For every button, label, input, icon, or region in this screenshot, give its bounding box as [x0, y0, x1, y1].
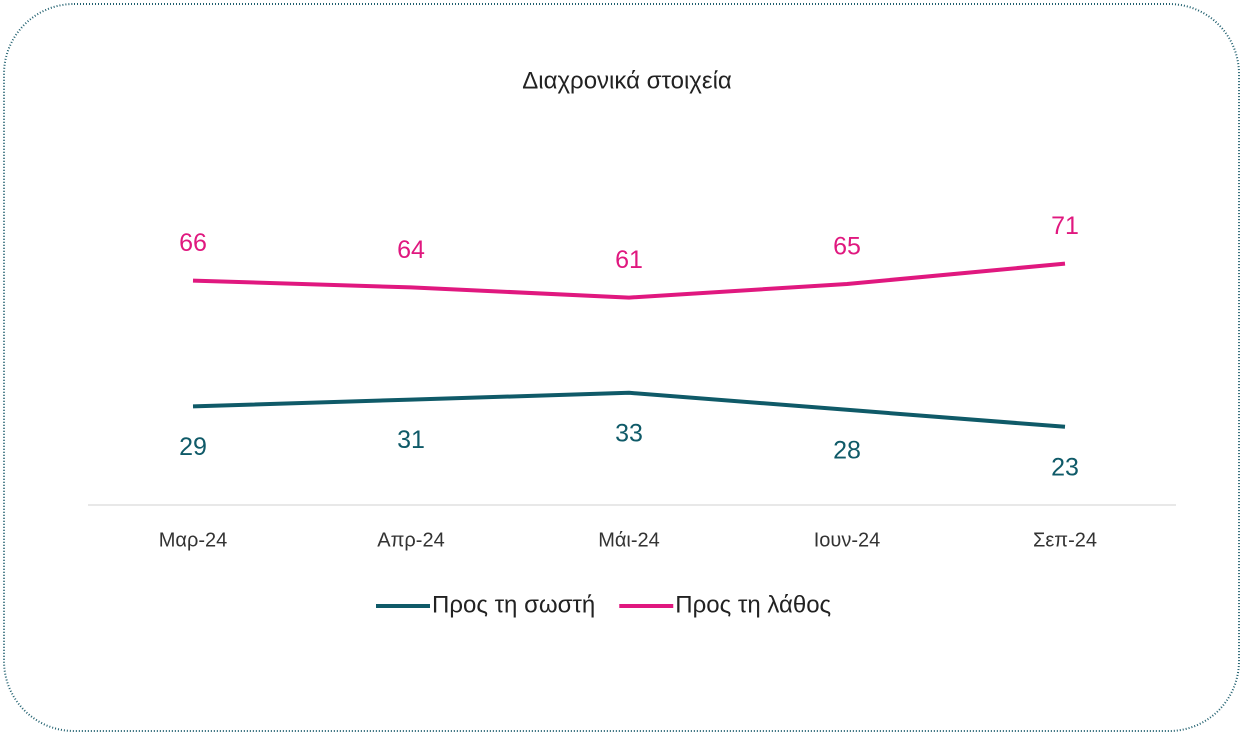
- x-tick-label: Απρ-24: [377, 529, 444, 551]
- x-tick-label: Μαρ-24: [159, 529, 228, 551]
- data-label: 61: [615, 246, 643, 274]
- data-label: 71: [1051, 212, 1079, 240]
- chart-title: Διαχρονικά στοιχεία: [522, 67, 732, 94]
- data-label: 65: [833, 233, 861, 261]
- data-label: 23: [1051, 453, 1079, 481]
- data-label: 28: [833, 436, 861, 464]
- x-tick-label: Σεπ-24: [1033, 529, 1097, 551]
- data-label: 64: [397, 236, 425, 264]
- frame: [3, 3, 1240, 732]
- legend-label: Προς τη σωστή: [432, 591, 595, 618]
- x-tick-label: Μάι-24: [598, 529, 660, 551]
- line-series: [192, 390, 1066, 429]
- x-tick-label: Ιουν-24: [814, 529, 881, 551]
- data-label: 66: [179, 229, 207, 257]
- legend-label: Προς τη λάθος: [675, 591, 831, 618]
- data-label: 29: [179, 433, 207, 461]
- data-label: 31: [397, 426, 425, 454]
- line-series: [192, 261, 1066, 300]
- data-label: 33: [615, 419, 643, 447]
